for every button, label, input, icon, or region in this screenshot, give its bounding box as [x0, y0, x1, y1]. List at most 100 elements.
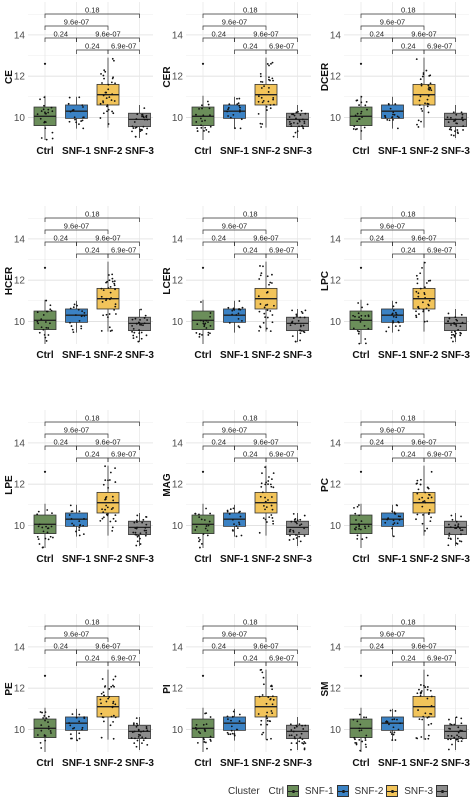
jitter-point [109, 298, 111, 301]
jitter-point [394, 103, 397, 105]
jitter-point [74, 118, 76, 121]
jitter-point [267, 696, 270, 699]
jitter-point [364, 739, 367, 741]
p-value-label: 0.24 [243, 246, 258, 255]
jitter-point [226, 110, 229, 113]
jitter-point [304, 112, 307, 115]
jitter-point [299, 339, 302, 342]
jitter-point [304, 742, 307, 745]
x-tick-label: SNF-3 [441, 554, 470, 565]
jitter-point [272, 98, 275, 101]
jitter-point [303, 316, 306, 319]
jitter-point [427, 103, 430, 105]
y-tick-label: 14 [330, 234, 342, 245]
jitter-point [47, 725, 50, 728]
significance-bracket [202, 649, 235, 654]
significance-bracket [76, 457, 109, 462]
jitter-point [354, 738, 356, 741]
jitter-point [415, 316, 418, 319]
panel-pe: 10 12 14 PE Ctrl SNF-1 SNF-2 SNF-3 0.24 0.24 6.9e-… [4, 614, 154, 769]
jitter-point [391, 510, 394, 513]
jitter-point [196, 741, 199, 744]
jitter-point [111, 329, 113, 332]
jitter-point [209, 512, 212, 515]
jitter-point [451, 518, 454, 521]
jitter-point [456, 129, 459, 131]
jitter-point [269, 281, 272, 284]
x-tick-label: SNF-3 [283, 758, 312, 769]
jitter-point [301, 312, 304, 314]
jitter-point [236, 103, 239, 106]
significance-bracket [360, 25, 425, 30]
jitter-point [428, 509, 431, 511]
jitter-point [358, 342, 361, 345]
jitter-point [39, 741, 42, 744]
jitter-point [417, 305, 420, 308]
x-tick-label: SNF-2 [410, 350, 439, 361]
jitter-point [420, 690, 423, 692]
p-value-label: 6.9e-07 [111, 42, 136, 51]
jitter-point [203, 323, 206, 326]
jitter-point [292, 730, 295, 733]
jitter-point [209, 114, 211, 117]
jitter-point [364, 315, 367, 317]
jitter-point [106, 105, 108, 108]
jitter-point [264, 304, 267, 307]
significance-bracket [44, 637, 109, 642]
jitter-point [101, 300, 104, 303]
jitter-point [132, 723, 135, 726]
jitter-point [303, 120, 306, 123]
significance-bracket [202, 217, 298, 222]
panel-pc: 10 12 14 PC Ctrl SNF-1 SNF-2 SNF-3 0.24 0.24 6.9e-… [320, 410, 470, 565]
significance-bracket [202, 625, 298, 630]
jitter-point [226, 731, 229, 734]
jitter-point [392, 519, 395, 522]
jitter-point [449, 126, 452, 129]
jitter-point [104, 508, 107, 511]
jitter-point [130, 737, 133, 739]
jitter-point [415, 58, 418, 61]
jitter-point [51, 131, 54, 134]
jitter-point [201, 120, 203, 123]
jitter-point [202, 320, 205, 323]
jitter-point [111, 93, 114, 96]
jitter-point [235, 313, 238, 316]
x-tick-label: SNF-3 [283, 554, 312, 565]
x-tick-label: SNF-2 [94, 554, 123, 565]
jitter-point [296, 122, 299, 125]
jitter-point [39, 117, 42, 120]
jitter-point [75, 530, 77, 533]
jitter-point [83, 315, 86, 317]
jitter-point [299, 736, 302, 739]
jitter-point [429, 82, 432, 85]
jitter-point [209, 332, 211, 335]
jitter-point [267, 91, 270, 93]
jitter-point [143, 118, 146, 121]
jitter-point [132, 127, 135, 129]
jitter-point [137, 729, 140, 732]
jitter-point [232, 308, 235, 311]
jitter-point [290, 748, 292, 751]
significance-bracket [360, 241, 393, 246]
jitter-point [428, 299, 431, 302]
jitter-point [268, 516, 271, 519]
jitter-point [69, 110, 72, 113]
jitter-point [425, 307, 428, 310]
jitter-point [393, 113, 396, 116]
jitter-point [447, 523, 450, 526]
jitter-point [50, 525, 53, 528]
jitter-point [457, 523, 460, 526]
jitter-point [356, 720, 359, 723]
p-value-label: 0.24 [85, 42, 100, 51]
jitter-point [241, 306, 244, 309]
jitter-point [105, 297, 108, 300]
jitter-point [112, 112, 115, 115]
jitter-point [199, 538, 201, 541]
p-value-label: 9.6e-07 [411, 234, 436, 243]
p-value-label: 9.6e-07 [95, 30, 120, 39]
significance-bracket [202, 25, 267, 30]
jitter-point [447, 544, 450, 547]
jitter-point [422, 308, 425, 311]
jitter-point [447, 748, 450, 751]
p-value-label: 0.18 [85, 6, 100, 15]
